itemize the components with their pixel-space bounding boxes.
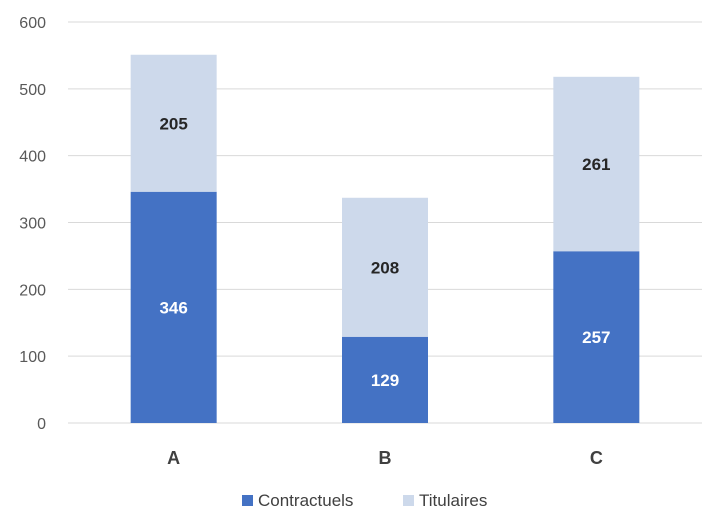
data-label-contractuels-b: 129 bbox=[371, 371, 399, 390]
bar-contractuels-b bbox=[342, 336, 428, 423]
y-tick-label: 0 bbox=[37, 416, 46, 433]
legend: Contractuels Titulaires bbox=[242, 491, 487, 510]
bar-contractuels-a bbox=[130, 191, 217, 423]
y-tick-label: 600 bbox=[19, 15, 46, 32]
y-tick-label: 500 bbox=[19, 82, 46, 99]
legend-swatch-contractuels bbox=[242, 495, 253, 506]
data-label-titulaires-b: 208 bbox=[371, 258, 399, 277]
bar-titulaires-b bbox=[342, 197, 428, 337]
y-axis-ticks: 0 100 200 300 400 500 600 bbox=[19, 15, 46, 433]
data-label-titulaires-c: 261 bbox=[582, 155, 610, 174]
bars bbox=[130, 54, 640, 423]
x-category-label-b: B bbox=[379, 448, 392, 468]
bar-contractuels-c bbox=[553, 251, 640, 423]
bar-titulaires-a bbox=[130, 54, 217, 192]
y-tick-label: 400 bbox=[19, 149, 46, 166]
y-tick-label: 200 bbox=[19, 282, 46, 299]
data-label-contractuels-c: 257 bbox=[582, 328, 610, 347]
data-label-contractuels-a: 346 bbox=[159, 298, 187, 317]
bar-titulaires-c bbox=[553, 76, 640, 252]
data-label-titulaires-a: 205 bbox=[159, 114, 187, 133]
legend-swatch-titulaires bbox=[403, 495, 414, 506]
legend-label-titulaires: Titulaires bbox=[419, 491, 487, 510]
x-category-label-a: A bbox=[167, 448, 180, 468]
y-tick-label: 100 bbox=[19, 349, 46, 366]
data-labels: 346 205 129 208 257 261 bbox=[159, 114, 610, 390]
x-category-label-c: C bbox=[590, 448, 603, 468]
y-tick-label: 300 bbox=[19, 216, 46, 233]
legend-label-contractuels: Contractuels bbox=[258, 491, 353, 510]
x-axis-categories: A B C bbox=[167, 448, 603, 468]
